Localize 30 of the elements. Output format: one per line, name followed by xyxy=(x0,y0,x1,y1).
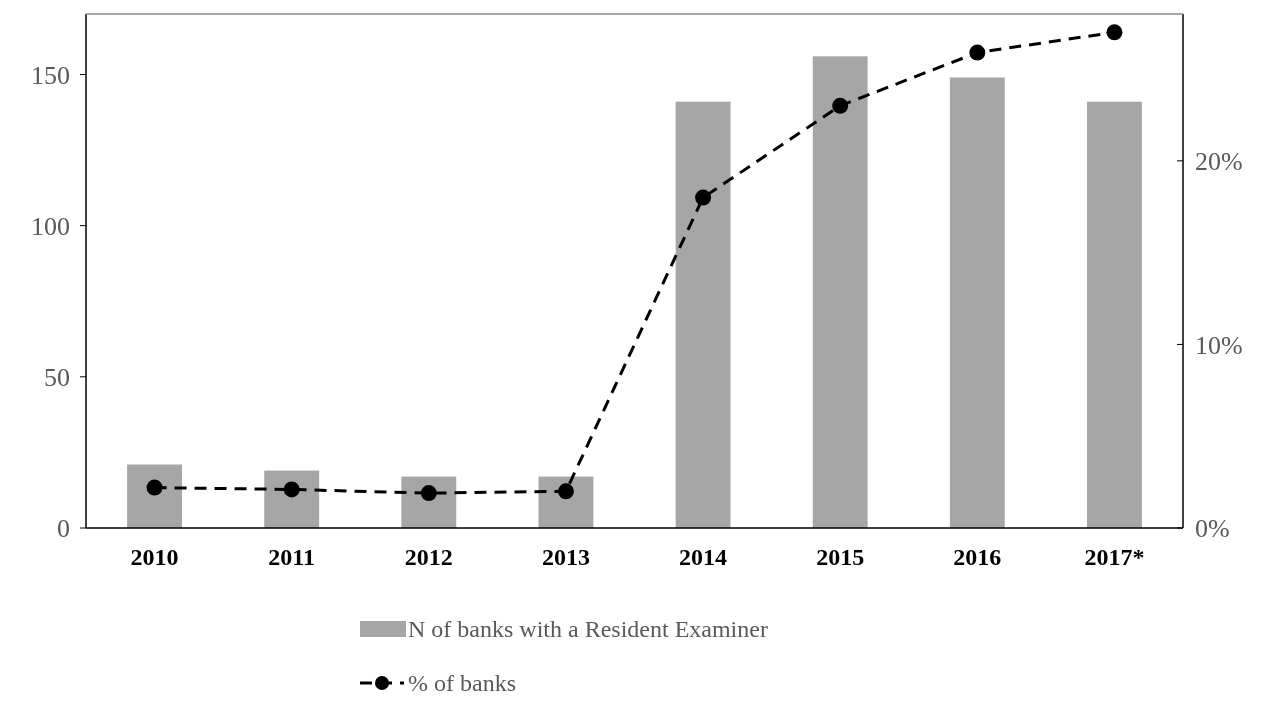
legend-label: N of banks with a Resident Examiner xyxy=(408,616,768,643)
x-tick-label: 2010 xyxy=(130,544,179,570)
x-tick-label: 2011 xyxy=(268,544,316,570)
y2-tick-label: 20% xyxy=(1195,146,1243,176)
point xyxy=(557,483,574,500)
y-tick-label: 150 xyxy=(31,60,70,90)
point xyxy=(832,97,849,114)
bar xyxy=(538,476,594,528)
point xyxy=(283,481,300,498)
y2-tick-label: 0% xyxy=(1195,514,1230,544)
legend-label: % of banks xyxy=(408,670,516,697)
y-tick-label: 50 xyxy=(44,362,70,392)
x-tick-label: 2014 xyxy=(679,544,728,570)
y-tick-label: 0 xyxy=(57,514,70,544)
bar xyxy=(812,56,868,528)
bar xyxy=(949,77,1005,528)
x-tick-label: 2013 xyxy=(541,544,590,570)
point xyxy=(969,44,986,61)
y-tick-label: 100 xyxy=(31,211,70,241)
y2-tick-label: 10% xyxy=(1195,330,1243,360)
point xyxy=(695,189,712,206)
point xyxy=(1106,24,1123,41)
bar xyxy=(1087,101,1142,528)
x-tick-label: 2016 xyxy=(953,544,1002,570)
x-tick-label: 2012 xyxy=(404,544,453,570)
bar xyxy=(264,470,320,528)
bar xyxy=(127,464,182,528)
bar xyxy=(675,101,731,528)
x-tick-label: 2015 xyxy=(816,544,865,570)
x-tick-label: 2017* xyxy=(1084,544,1145,570)
